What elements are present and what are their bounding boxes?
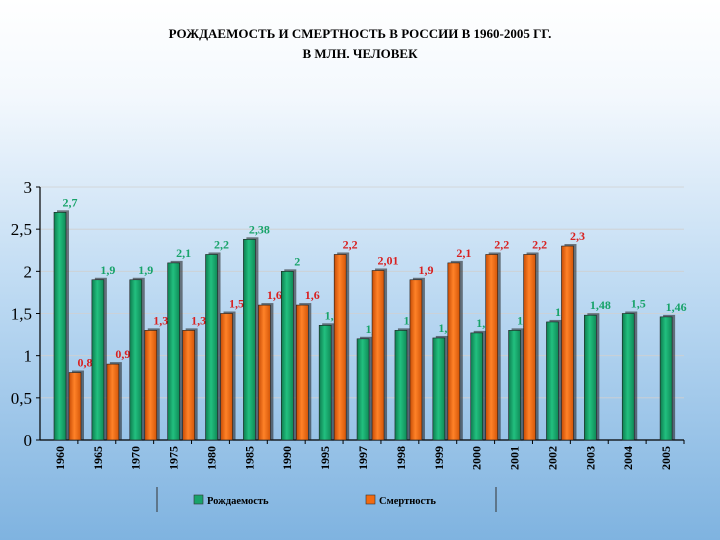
- bar-births: [167, 262, 180, 441]
- data-label-deaths: 2,2: [532, 237, 547, 251]
- data-label-deaths: 0,8: [78, 356, 93, 370]
- data-label-deaths: 2,1: [456, 246, 471, 260]
- x-tick-label: 1997: [356, 446, 370, 470]
- bar-births: [356, 338, 370, 441]
- data-label-births: 2,2: [214, 237, 229, 251]
- bar-births: [546, 321, 559, 441]
- bar-births: [394, 330, 408, 441]
- data-label-deaths: 1,3: [153, 313, 168, 327]
- y-tick-label: 2: [24, 262, 33, 281]
- y-tick-label: 3: [24, 178, 33, 197]
- x-tick-label: 1990: [280, 446, 294, 470]
- x-tick-label: 1999: [432, 446, 446, 470]
- bar-deaths: [447, 262, 461, 441]
- x-tick-label: 2002: [545, 446, 559, 470]
- data-label-deaths: 1,6: [267, 288, 282, 302]
- x-tick-label: 1998: [394, 446, 408, 470]
- bar-deaths: [258, 304, 271, 441]
- legend-label-births: Рождаемость: [207, 496, 269, 507]
- bar-births: [470, 332, 484, 441]
- y-tick-label: 2,5: [11, 220, 32, 239]
- bar-deaths: [106, 363, 120, 441]
- bar-births: [621, 313, 635, 441]
- data-label-births: 1,9: [100, 263, 115, 277]
- bar-births: [129, 279, 143, 441]
- bar-births: [205, 254, 218, 441]
- bar-deaths: [333, 254, 347, 441]
- x-tick-label: 1995: [318, 446, 332, 470]
- data-label-births: 1,46: [666, 300, 687, 314]
- data-label-deaths: 1,5: [229, 297, 244, 311]
- x-tick-label: 2003: [583, 446, 597, 470]
- bar-deaths: [523, 254, 536, 441]
- x-tick-label: 1975: [167, 446, 181, 470]
- data-label-births: 2,1: [176, 246, 191, 260]
- data-label-births: 2,38: [249, 222, 270, 236]
- bar-deaths: [182, 330, 195, 441]
- bar-deaths: [295, 304, 309, 441]
- bar-births: [280, 271, 294, 441]
- x-tick-label: 1965: [91, 446, 105, 470]
- data-label-births: 1,48: [590, 298, 611, 312]
- bar-births: [584, 314, 597, 441]
- x-tick-label: 2004: [621, 446, 635, 470]
- data-label-deaths: 2,3: [570, 229, 585, 243]
- bar-births: [91, 279, 105, 441]
- data-label-births: 2,7: [63, 195, 78, 209]
- data-label-deaths: 1,3: [191, 313, 206, 327]
- data-label-deaths: 2,01: [378, 253, 399, 267]
- x-tick-label: 1980: [204, 446, 218, 470]
- bar-births: [659, 316, 673, 441]
- legend: Рождаемость Смертность: [156, 487, 497, 512]
- y-tick-label: 0: [24, 431, 33, 450]
- x-tick-label: 2001: [508, 446, 522, 470]
- bar-births: [53, 212, 67, 441]
- data-label-births: 1,5: [631, 297, 646, 311]
- bar-births: [508, 330, 521, 441]
- bar-deaths: [561, 245, 574, 441]
- bar-deaths: [68, 372, 82, 441]
- y-tick-label: 0,5: [11, 389, 32, 408]
- data-label-births: 2: [294, 254, 300, 268]
- y-tick-label: 1,5: [11, 305, 32, 324]
- data-label-deaths: 2,2: [343, 237, 358, 251]
- legend-swatch-births: [193, 494, 204, 505]
- data-label-deaths: 1,9: [418, 263, 433, 277]
- x-tick-label: 1985: [242, 446, 256, 470]
- bar-deaths: [220, 313, 233, 441]
- y-tick-label: 1: [24, 347, 33, 366]
- bar-deaths: [371, 270, 385, 441]
- chart-title-line1: РОЖДАЕМОСТЬ И СМЕРТНОСТЬ В РОССИИ В 1960…: [169, 26, 552, 41]
- bar-births: [243, 238, 256, 441]
- data-label-births: 1,9: [138, 263, 153, 277]
- bar-deaths: [409, 279, 423, 441]
- x-tick-label: 1970: [129, 446, 143, 470]
- legend-swatch-deaths: [365, 494, 376, 505]
- bar-deaths: [485, 254, 499, 441]
- x-tick-label: 2000: [470, 446, 484, 470]
- legend-label-deaths: Смертность: [379, 496, 436, 507]
- bar-deaths: [144, 330, 158, 441]
- bar-births: [318, 325, 332, 441]
- x-tick-label: 1960: [53, 446, 67, 470]
- data-label-deaths: 1,6: [305, 288, 320, 302]
- chart-title-line2: В МЛН. ЧЕЛОВЕК: [302, 46, 418, 61]
- data-label-deaths: 2,2: [494, 237, 509, 251]
- bar-births: [432, 337, 446, 441]
- plot-area: 0 0,5 1 1,5 2 2,5 3 1960 2,7 0,8 1965 1,9 0,9 1970 1,9…: [11, 178, 687, 470]
- x-tick-label: 2005: [659, 446, 673, 470]
- data-label-deaths: 0,9: [115, 347, 130, 361]
